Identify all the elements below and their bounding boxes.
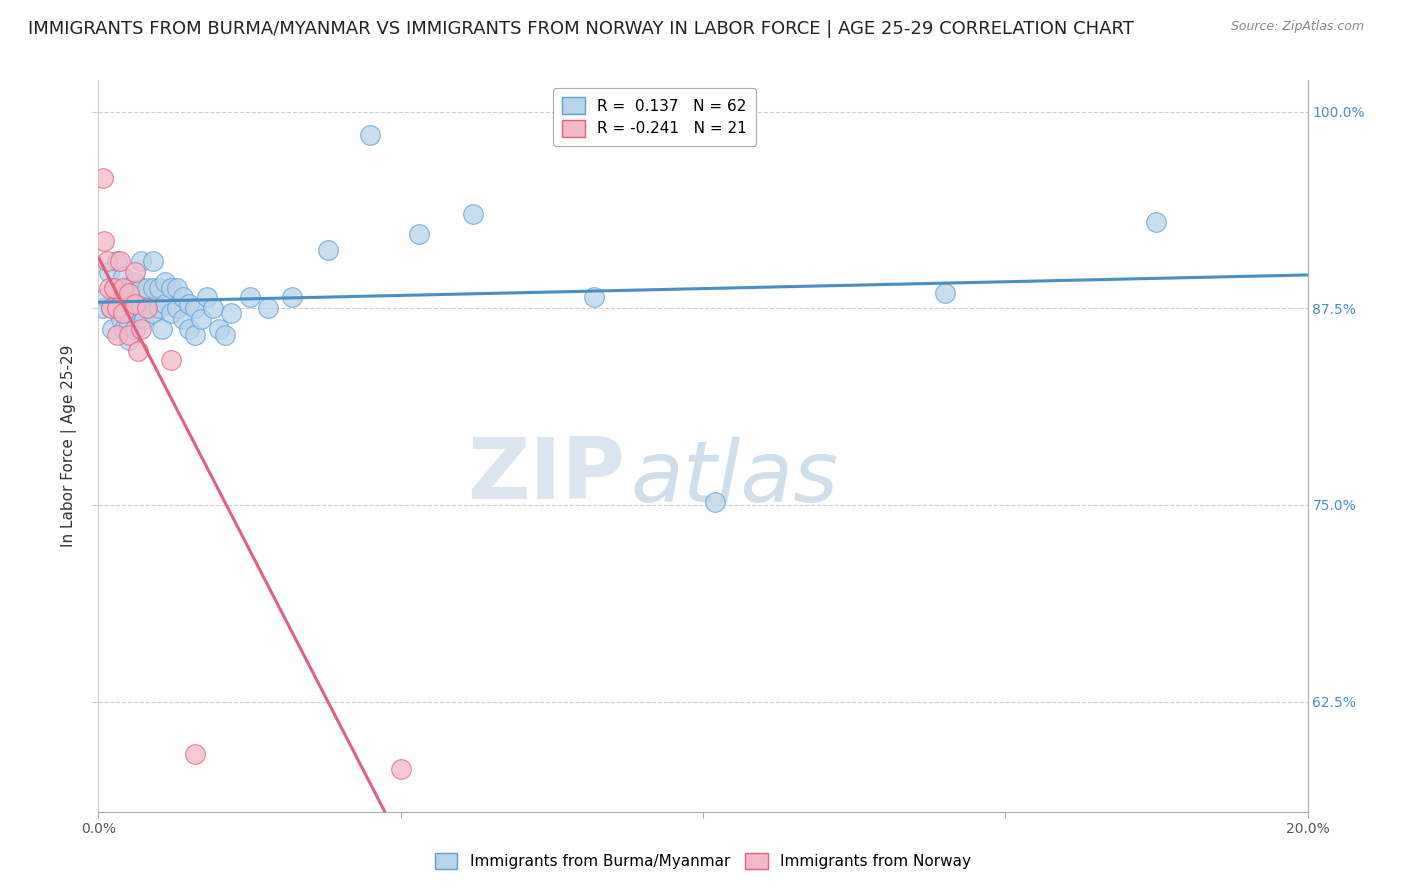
Point bbox=[153, 275, 176, 289]
Point bbox=[195, 290, 218, 304]
Point bbox=[184, 747, 207, 761]
Legend: R =  0.137   N = 62, R = -0.241   N = 21: R = 0.137 N = 62, R = -0.241 N = 21 bbox=[553, 88, 756, 145]
Point bbox=[112, 322, 135, 336]
Point bbox=[98, 281, 121, 295]
Point bbox=[150, 322, 173, 336]
Point bbox=[110, 312, 132, 326]
Point bbox=[184, 328, 207, 343]
Point bbox=[142, 306, 165, 320]
Point bbox=[111, 306, 134, 320]
Point bbox=[103, 281, 125, 295]
Point bbox=[135, 301, 157, 316]
Point bbox=[934, 285, 956, 300]
Point bbox=[111, 296, 134, 310]
Point bbox=[142, 281, 165, 295]
Y-axis label: In Labor Force | Age 25-29: In Labor Force | Age 25-29 bbox=[60, 345, 77, 547]
Point bbox=[190, 312, 212, 326]
Point bbox=[148, 281, 170, 295]
Point bbox=[111, 281, 134, 295]
Point bbox=[105, 301, 128, 316]
Point bbox=[239, 290, 262, 304]
Point bbox=[105, 254, 128, 268]
Point bbox=[103, 281, 125, 295]
Point bbox=[129, 301, 152, 316]
Point bbox=[463, 207, 485, 221]
Point bbox=[100, 322, 122, 336]
Point bbox=[160, 306, 183, 320]
Point bbox=[135, 301, 157, 316]
Point bbox=[98, 265, 121, 279]
Point bbox=[93, 234, 115, 248]
Point bbox=[202, 301, 225, 316]
Text: ZIP: ZIP bbox=[467, 434, 624, 516]
Point bbox=[172, 312, 194, 326]
Point bbox=[118, 317, 141, 331]
Point bbox=[118, 301, 141, 316]
Point bbox=[160, 353, 183, 368]
Point bbox=[105, 328, 128, 343]
Point bbox=[124, 275, 146, 289]
Point bbox=[118, 281, 141, 295]
Point bbox=[166, 281, 188, 295]
Point bbox=[142, 254, 165, 268]
Point bbox=[127, 343, 149, 358]
Point bbox=[166, 301, 188, 316]
Point bbox=[124, 322, 146, 336]
Point bbox=[179, 296, 201, 310]
Point bbox=[1144, 215, 1167, 229]
Point bbox=[118, 333, 141, 347]
Point bbox=[172, 290, 194, 304]
Text: Source: ZipAtlas.com: Source: ZipAtlas.com bbox=[1230, 20, 1364, 33]
Point bbox=[408, 227, 430, 242]
Point bbox=[389, 762, 412, 776]
Point bbox=[124, 296, 146, 310]
Point bbox=[108, 285, 131, 300]
Point bbox=[105, 301, 128, 316]
Point bbox=[316, 243, 339, 257]
Point bbox=[221, 306, 243, 320]
Point bbox=[118, 328, 141, 343]
Point bbox=[148, 301, 170, 316]
Point bbox=[108, 254, 131, 268]
Point bbox=[184, 301, 207, 316]
Point bbox=[100, 301, 122, 316]
Point bbox=[214, 328, 236, 343]
Point bbox=[360, 128, 382, 143]
Point bbox=[94, 290, 117, 304]
Point bbox=[96, 254, 118, 268]
Point bbox=[124, 265, 146, 279]
Point bbox=[111, 269, 134, 284]
Point bbox=[118, 285, 141, 300]
Point bbox=[124, 301, 146, 316]
Point bbox=[583, 290, 606, 304]
Point bbox=[179, 322, 201, 336]
Point bbox=[160, 281, 183, 295]
Point bbox=[153, 296, 176, 310]
Point bbox=[281, 290, 304, 304]
Point bbox=[256, 301, 278, 316]
Point bbox=[132, 312, 155, 326]
Point bbox=[129, 322, 152, 336]
Point bbox=[91, 301, 114, 316]
Point bbox=[100, 301, 122, 316]
Point bbox=[129, 281, 152, 295]
Point bbox=[704, 495, 727, 509]
Point bbox=[91, 170, 114, 185]
Point bbox=[129, 254, 152, 268]
Point bbox=[114, 301, 136, 316]
Text: atlas: atlas bbox=[630, 437, 838, 520]
Point bbox=[135, 281, 157, 295]
Legend: Immigrants from Burma/Myanmar, Immigrants from Norway: Immigrants from Burma/Myanmar, Immigrant… bbox=[429, 847, 977, 875]
Text: IMMIGRANTS FROM BURMA/MYANMAR VS IMMIGRANTS FROM NORWAY IN LABOR FORCE | AGE 25-: IMMIGRANTS FROM BURMA/MYANMAR VS IMMIGRA… bbox=[28, 20, 1135, 37]
Point bbox=[208, 322, 231, 336]
